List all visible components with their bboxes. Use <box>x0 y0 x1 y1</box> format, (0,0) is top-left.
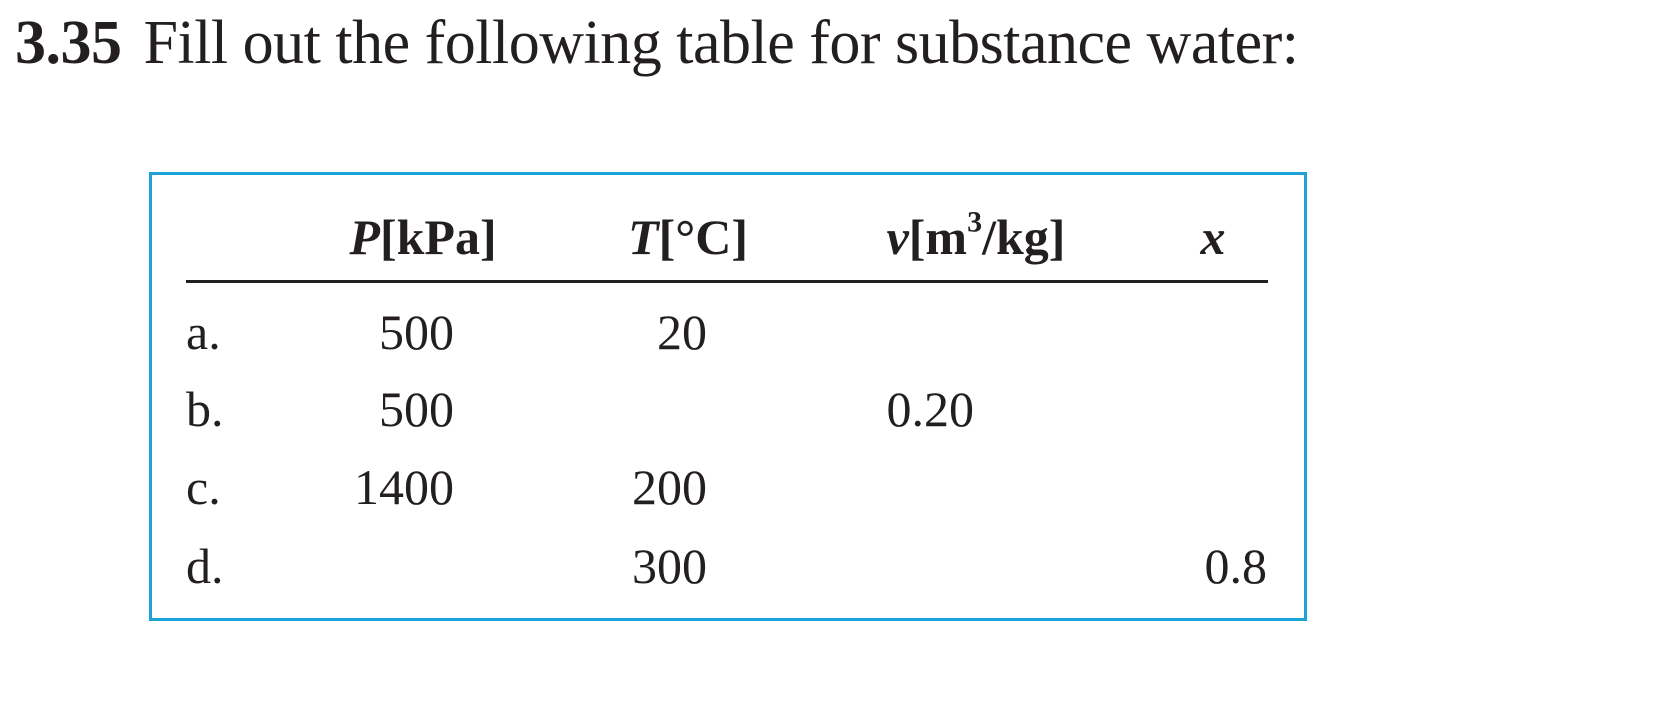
header-quality: x <box>1200 209 1226 265</box>
row-label: b. <box>186 381 224 437</box>
cell-pressure: 500 <box>379 381 454 437</box>
problem-number: 3.35 <box>15 9 122 77</box>
row-label: a. <box>186 304 221 360</box>
row-label: d. <box>186 538 224 594</box>
cell-pressure: 500 <box>379 304 454 360</box>
cell-temperature: 200 <box>632 459 707 515</box>
cell-pressure: 1400 <box>354 459 454 515</box>
cell-temperature: 20 <box>657 304 707 360</box>
cell-volume: 0.20 <box>886 381 975 437</box>
problem-statement: 3.35 Fill out the following table for sub… <box>15 8 1299 79</box>
cell-quality: 0.8 <box>1204 538 1268 594</box>
header-pressure: P[kPa] <box>349 209 497 265</box>
header-temperature: T[°C] <box>628 209 748 265</box>
header-rule <box>186 280 1268 283</box>
cell-temperature: 300 <box>632 538 707 594</box>
table-frame <box>149 172 1307 621</box>
header-specific-volume: v[m3/kg] <box>886 205 1066 265</box>
row-label: c. <box>186 459 221 515</box>
problem-text: Fill out the following table for substan… <box>143 9 1299 77</box>
